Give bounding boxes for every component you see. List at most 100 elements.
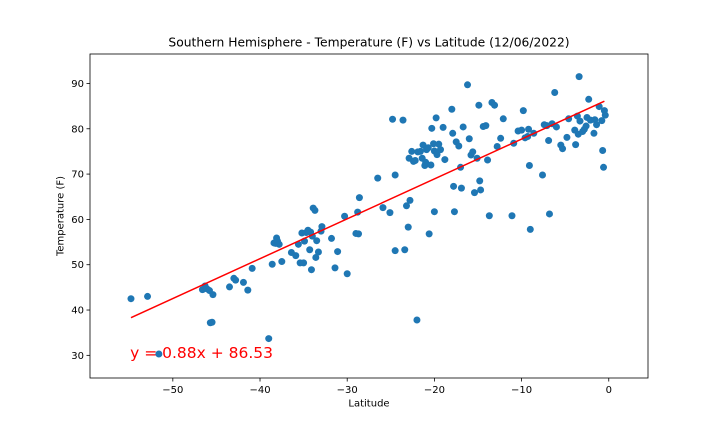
regression-equation-label: y = 0.88x + 86.53	[130, 344, 273, 362]
data-point-99	[465, 135, 473, 143]
data-point-159	[601, 111, 609, 119]
data-point-102	[471, 189, 478, 197]
data-point-116	[508, 212, 516, 220]
data-point-157	[600, 163, 608, 171]
data-point-130	[545, 137, 553, 145]
data-point-109	[484, 156, 492, 164]
x-tick-label: −30	[337, 385, 358, 396]
y-tick-label: 40	[71, 306, 84, 317]
data-point-41	[314, 248, 322, 256]
x-axis-label: Latitude	[348, 399, 389, 410]
data-point-120	[519, 107, 527, 115]
data-point-48	[343, 270, 351, 278]
data-point-104	[475, 101, 483, 109]
data-point-155	[598, 117, 606, 125]
data-point-119	[518, 126, 526, 134]
data-point-29	[300, 259, 308, 267]
x-tick-label: −20	[424, 385, 445, 396]
data-point-57	[391, 171, 399, 179]
data-point-108	[482, 122, 490, 130]
data-point-38	[311, 206, 319, 214]
data-point-33	[306, 246, 314, 254]
y-tick-label: 70	[71, 170, 84, 181]
data-point-114	[497, 134, 505, 142]
data-point-105	[476, 177, 484, 185]
data-point-156	[599, 147, 607, 155]
data-point-144	[576, 117, 584, 125]
data-point-53	[374, 174, 382, 182]
data-point-113	[493, 142, 501, 150]
data-point-115	[499, 115, 507, 123]
data-point-9	[209, 291, 217, 299]
data-point-54	[379, 204, 387, 212]
y-tick-label: 50	[71, 260, 84, 271]
data-point-92	[450, 208, 458, 216]
data-point-112	[491, 101, 499, 109]
data-point-52	[355, 194, 363, 202]
data-point-8	[208, 318, 216, 326]
data-point-51	[355, 230, 363, 238]
data-point-133	[551, 89, 559, 97]
data-point-149	[585, 95, 593, 103]
data-point-78	[427, 161, 435, 169]
data-point-80	[430, 140, 438, 148]
data-point-96	[457, 184, 465, 192]
data-point-56	[389, 115, 397, 123]
data-point-39	[312, 253, 320, 261]
data-point-68	[413, 316, 421, 324]
data-point-97	[459, 123, 467, 131]
data-point-13	[239, 278, 247, 286]
data-point-55	[386, 209, 394, 217]
data-point-12	[232, 276, 240, 284]
data-point-83	[432, 114, 440, 122]
data-point-61	[402, 202, 410, 210]
data-point-147	[582, 122, 590, 130]
data-point-2	[155, 350, 163, 358]
points-layer	[127, 73, 609, 358]
data-point-127	[539, 171, 546, 179]
data-point-125	[526, 225, 534, 233]
data-point-43	[318, 223, 326, 231]
data-point-85	[435, 140, 443, 148]
chart-title: Southern Hemisphere - Temperature (F) vs…	[168, 36, 569, 50]
data-point-40	[313, 237, 321, 245]
y-tick-label: 30	[71, 351, 84, 362]
data-point-134	[552, 123, 560, 131]
data-point-106	[477, 186, 485, 194]
data-point-136	[559, 145, 567, 153]
plot-area-frame	[89, 53, 649, 379]
data-point-25	[292, 252, 300, 260]
data-point-35	[307, 266, 315, 274]
x-tick-label: −40	[249, 385, 270, 396]
data-point-10	[226, 283, 233, 291]
y-tick-label: 60	[71, 215, 84, 226]
data-point-59	[399, 116, 407, 124]
data-point-77	[425, 230, 433, 238]
x-tick-label: −50	[162, 385, 183, 396]
data-point-137	[563, 133, 571, 141]
data-point-62	[404, 223, 412, 231]
data-point-140	[572, 141, 580, 149]
data-point-46	[334, 248, 342, 256]
regression-line	[130, 100, 605, 319]
data-point-14	[244, 286, 252, 294]
data-point-94	[455, 142, 463, 150]
x-tick-label: 0	[606, 385, 612, 396]
data-point-0	[127, 295, 135, 303]
y-tick-label: 90	[71, 79, 84, 90]
data-point-65	[408, 147, 416, 155]
data-point-153	[593, 121, 601, 129]
y-axis-label: Temperature (F)	[56, 176, 67, 257]
data-point-58	[391, 247, 399, 255]
data-point-84	[433, 151, 441, 159]
data-point-67	[411, 156, 419, 164]
data-point-74	[422, 158, 430, 166]
data-point-98	[464, 81, 472, 89]
data-point-81	[430, 208, 438, 216]
data-point-15	[248, 264, 256, 272]
data-point-88	[441, 156, 449, 164]
regression-layer	[130, 100, 605, 319]
data-point-143	[575, 73, 583, 81]
